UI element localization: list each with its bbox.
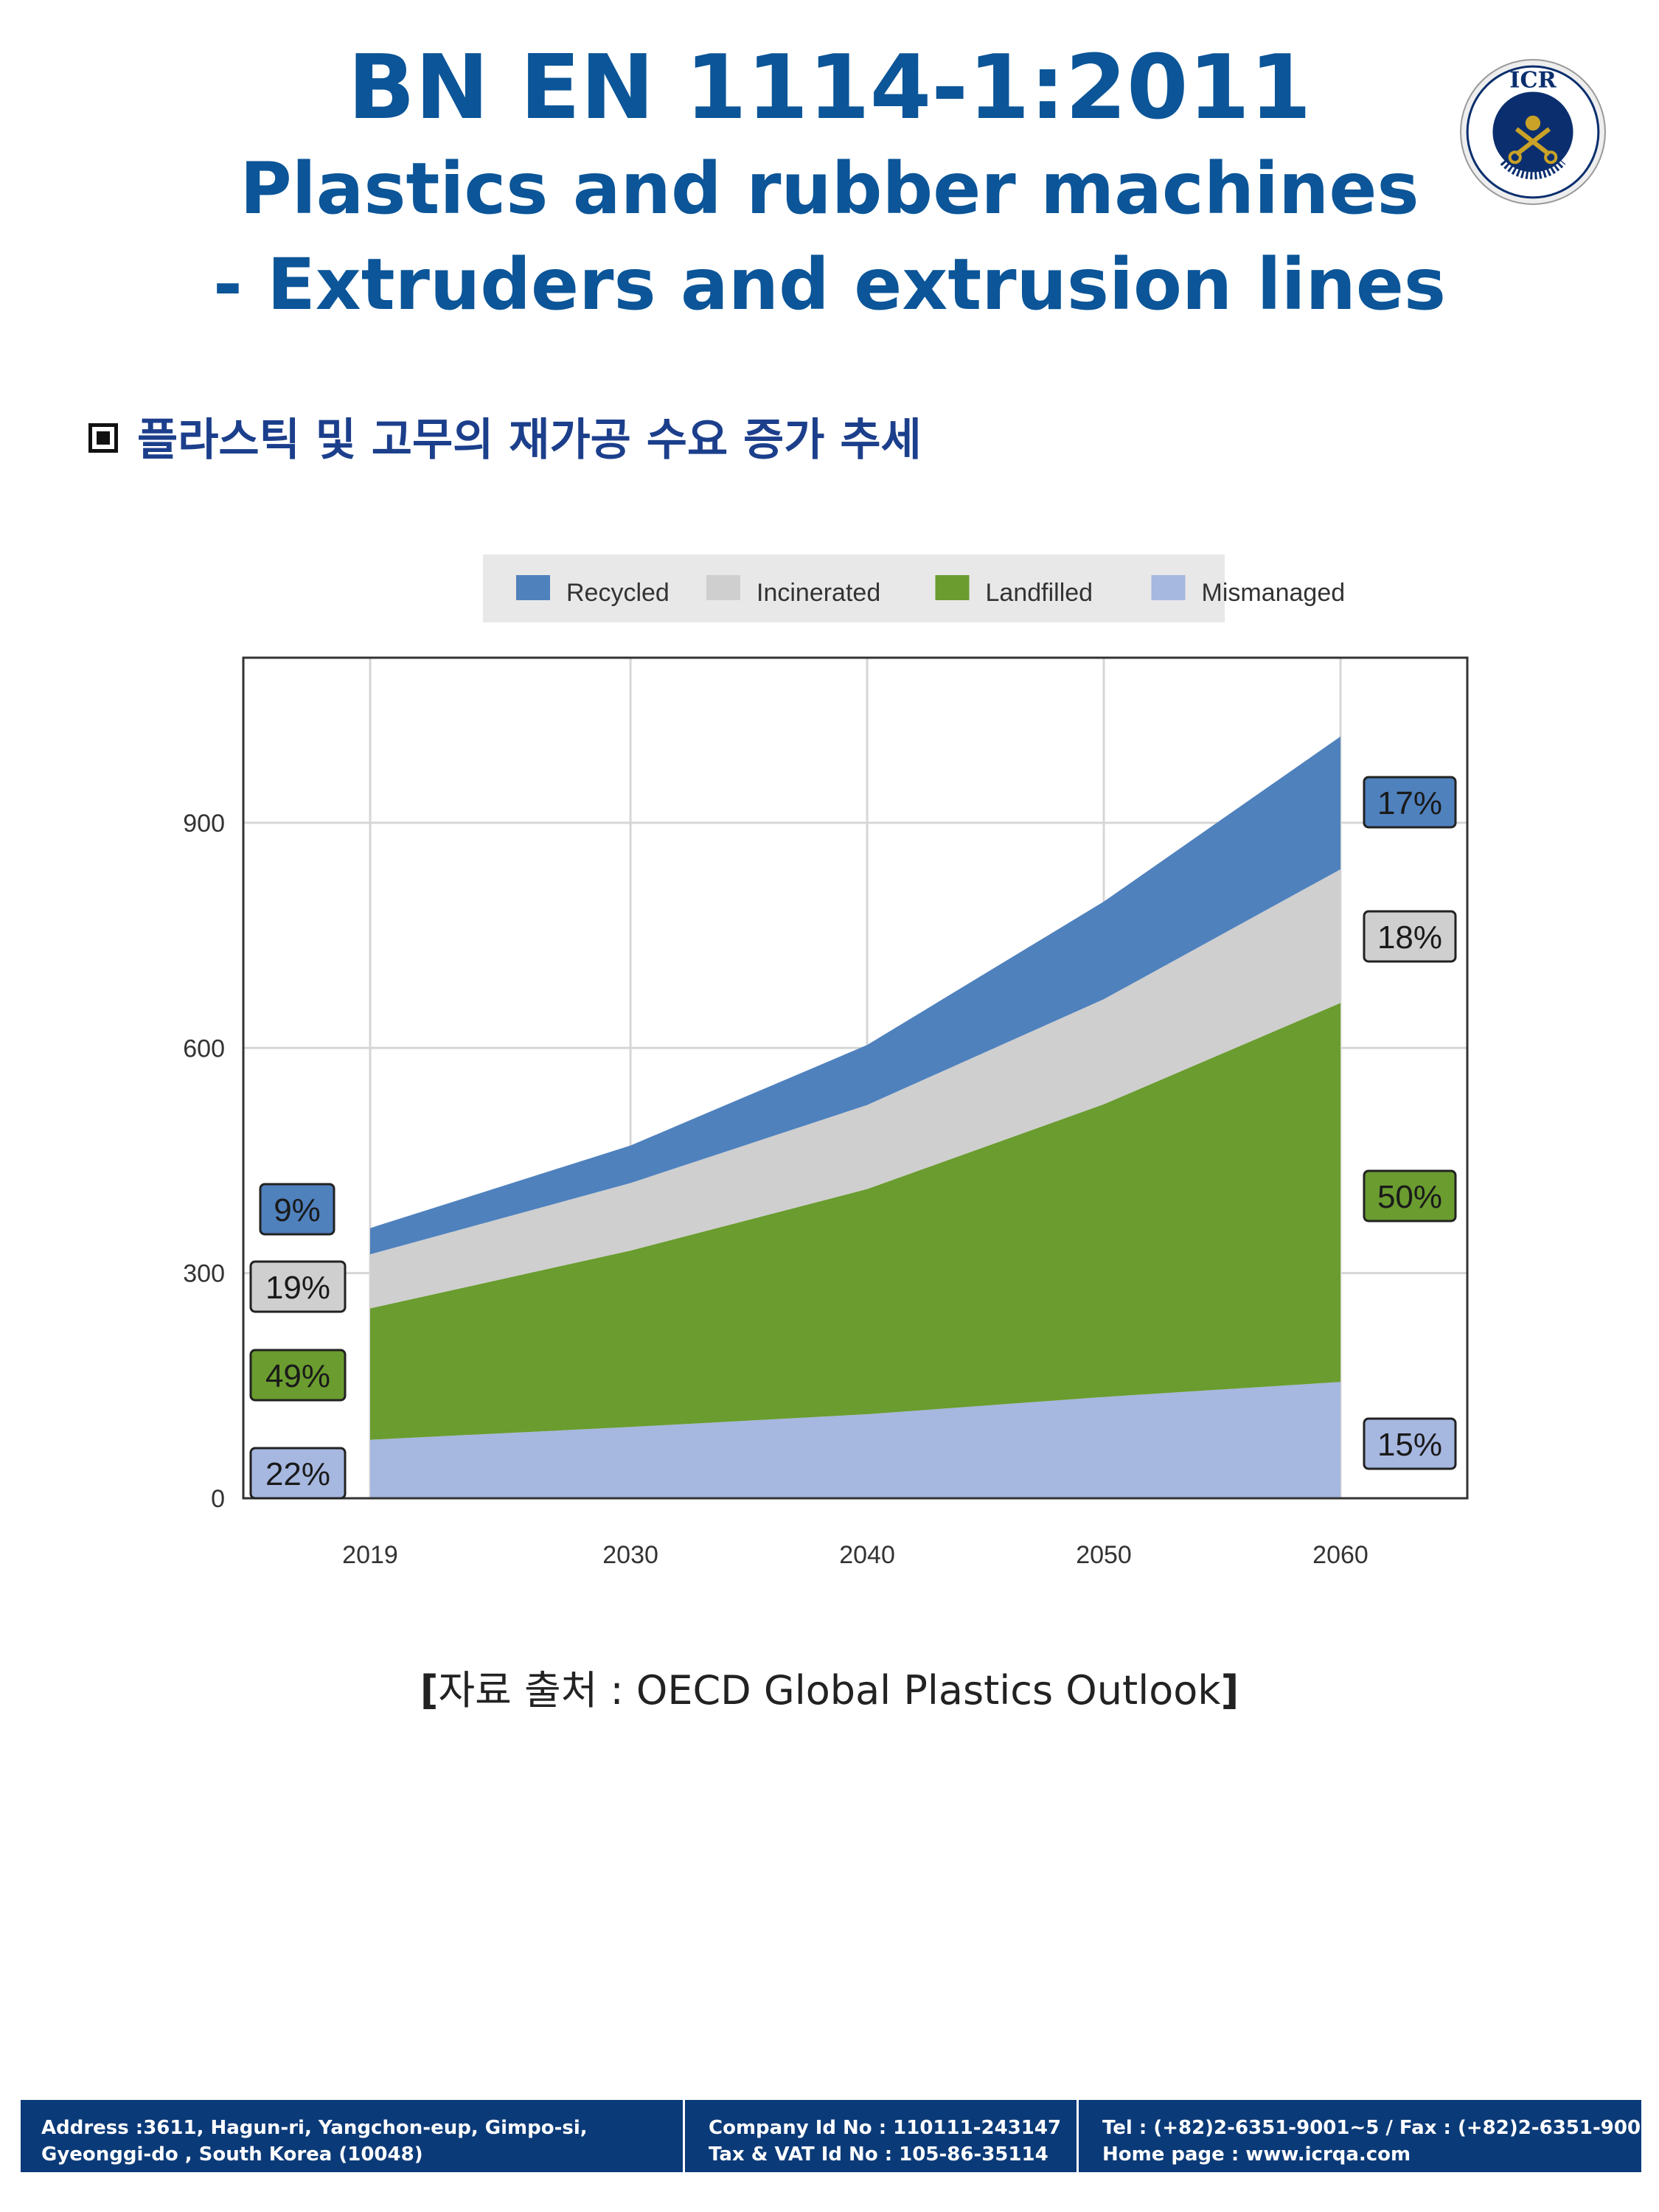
x-tick-label: 2040 [839, 1541, 895, 1569]
x-tick-label: 2019 [342, 1541, 398, 1569]
end-share-label-incinerated-box [1363, 910, 1457, 963]
filled-square-bullet-icon [88, 423, 118, 453]
logo-ring-text-band [1500, 159, 1566, 180]
source-open-bracket: [ [420, 1667, 439, 1714]
page-subtitle-line1: Plastics and rubber machines [240, 147, 1419, 230]
chart-legend: Recycled Incinerated Landfilled Mismanaged [483, 554, 1345, 622]
area-recycled [370, 736, 1340, 1255]
x-tick-label: 2060 [1312, 1541, 1368, 1569]
legend-label: Recycled [566, 579, 669, 607]
end-share-label-mismanaged: 15% [1377, 1427, 1442, 1463]
footer-tax-id: Tax & VAT Id No : 105-86-35114 [709, 2143, 1048, 2166]
chart-areas [370, 736, 1340, 1498]
area-incinerated [370, 869, 1340, 1309]
y-tick-label: 0 [211, 1485, 225, 1513]
start-share-label-incinerated-box [249, 1260, 347, 1313]
start-share-label-landfilled: 49% [265, 1358, 330, 1394]
page-subtitle-line2: - Extruders and extrusion lines [212, 243, 1447, 326]
legend-label: Landfilled [986, 579, 1093, 607]
x-tick-label: 2050 [1076, 1541, 1132, 1569]
start-share-label-landfilled-box [249, 1349, 347, 1402]
footer-address: Address :3611, Hagun-ri, Yangchon-eup, G… [41, 2100, 675, 2172]
legend-label: Mismanaged [1202, 579, 1346, 607]
y-axis-ticks: 0 300 600 900 [183, 810, 225, 1513]
legend-swatch [516, 575, 550, 600]
legend-label: Incinerated [757, 579, 880, 607]
start-share-label-mismanaged: 22% [265, 1456, 330, 1492]
plot-frame [242, 656, 1469, 1500]
y-tick-label: 600 [183, 1034, 225, 1062]
start-share-label-recycled: 9% [274, 1192, 321, 1228]
y-tick-label: 900 [183, 810, 225, 838]
end-share-label-recycled-box [1363, 776, 1457, 829]
footer-company: Company Id No : 110111-243147 Tax & VAT … [683, 2100, 1066, 2172]
footer-bar: Address :3611, Hagun-ri, Yangchon-eup, G… [21, 2100, 1655, 2172]
end-share-label-landfilled: 50% [1377, 1179, 1442, 1215]
star-icon [1525, 115, 1541, 131]
end-share-label-landfilled-box [1363, 1169, 1457, 1222]
start-share-label-incinerated: 19% [265, 1270, 330, 1306]
x-axis-ticks: 2019 2030 2040 2050 2060 [342, 1541, 1368, 1569]
legend-swatch [1151, 575, 1186, 600]
end-share-label-incinerated: 18% [1377, 919, 1442, 956]
footer-address-line1: Address :3611, Hagun-ri, Yangchon-eup, G… [41, 2117, 588, 2139]
logo-text: ICR [1509, 67, 1557, 93]
start-share-label-recycled-box [259, 1183, 335, 1236]
y-tick-label: 300 [183, 1260, 225, 1288]
plastics-waste-area-chart: Recycled Incinerated Landfilled Mismanaged … [183, 554, 1469, 1569]
icr-logo: ICR [1460, 59, 1606, 205]
area-mismanaged [370, 1382, 1340, 1498]
source-close-bracket: ] [1220, 1667, 1239, 1714]
key-bow-icon [1544, 150, 1558, 164]
source-caption: [자료 출처 : OECD Global Plastics Outlook] [0, 1658, 1659, 1716]
end-share-label-recycled: 17% [1377, 785, 1442, 821]
source-text: 자료 출처 : OECD Global Plastics Outlook [438, 1667, 1221, 1714]
key-icon [1514, 127, 1551, 156]
section-heading: 플라스틱 및 고무의 재가공 수요 증가 추세 [88, 404, 922, 468]
page-title: BN EN 1114-1:2011 [347, 37, 1312, 139]
footer-homepage[interactable]: Home page : www.icrqa.com [1102, 2143, 1411, 2166]
footer-contact: Tel : (+82)2-6351-9001~5 / Fax : (+82)2-… [1077, 2100, 1655, 2172]
footer-company-id: Company Id No : 110111-243147 [709, 2117, 1062, 2139]
legend-swatch [706, 575, 740, 600]
footer-phone: Tel : (+82)2-6351-9001~5 / Fax : (+82)2-… [1102, 2117, 1655, 2139]
legend-swatch [935, 575, 970, 600]
section-heading-text: 플라스틱 및 고무의 재가공 수요 증가 추세 [137, 414, 922, 466]
area-landfilled [370, 1003, 1340, 1440]
end-share-label-mismanaged-box [1363, 1417, 1457, 1470]
x-tick-label: 2030 [602, 1541, 658, 1569]
legend-background [483, 554, 1225, 622]
key-bow-icon [1508, 150, 1522, 164]
start-share-label-mismanaged-box [249, 1447, 347, 1500]
share-labels: 9% 19% 49% 22% 17% 18% 50% 15% [249, 776, 1457, 1500]
footer-address-line2: Gyeonggi-do , South Korea (10048) [41, 2143, 423, 2166]
